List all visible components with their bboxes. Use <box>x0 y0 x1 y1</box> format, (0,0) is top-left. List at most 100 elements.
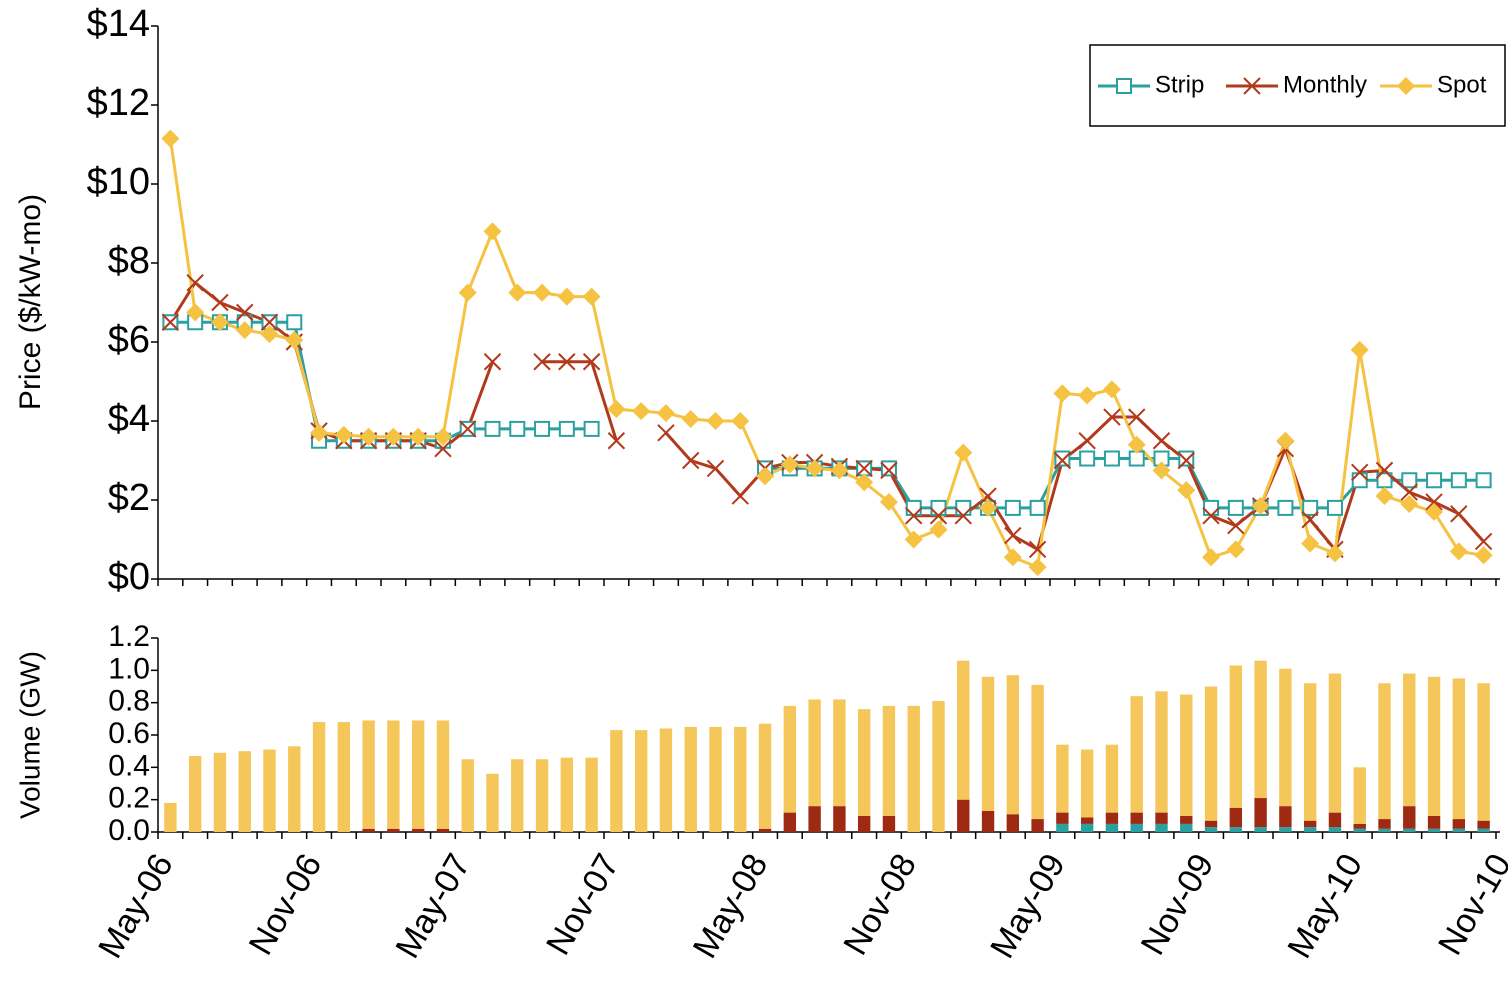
bar-segment <box>362 720 375 829</box>
marker <box>434 439 452 458</box>
bar-segment <box>436 828 450 832</box>
bar-segment <box>1403 828 1416 832</box>
bar-segment <box>1056 812 1069 824</box>
bar-segment <box>1155 823 1168 832</box>
bar-segment <box>1452 828 1466 832</box>
y-tick-label: 0.0 <box>108 814 150 847</box>
bar-segment <box>907 705 920 832</box>
bar-segment <box>709 726 722 832</box>
y-tick-label: $4 <box>108 398 150 440</box>
marker <box>1450 505 1468 523</box>
bar-segment <box>1328 812 1342 828</box>
bar-segment <box>213 752 227 832</box>
marker <box>1400 494 1419 513</box>
y-tick-label: 0.8 <box>108 685 150 718</box>
marker <box>880 460 897 477</box>
bar-segment <box>1080 817 1094 824</box>
x-tick-label: Nov-07 <box>539 847 627 961</box>
marker <box>1474 546 1493 565</box>
marker <box>334 425 353 444</box>
bar-segment <box>833 806 846 832</box>
marker <box>955 499 972 516</box>
bar-segment <box>1229 807 1243 828</box>
marker <box>558 420 575 437</box>
bar-segment <box>1080 749 1094 818</box>
bar-segment <box>1204 686 1218 821</box>
bar-segment <box>238 751 251 832</box>
marker <box>1301 511 1319 529</box>
marker <box>855 459 873 478</box>
bar-segment <box>1229 665 1243 808</box>
bar-segment <box>1378 683 1391 820</box>
marker <box>904 530 923 549</box>
marker <box>508 283 527 302</box>
marker <box>359 427 378 446</box>
bar-segment <box>387 828 400 832</box>
bar-segment <box>511 759 524 832</box>
marker <box>1243 77 1261 95</box>
bar-segment <box>981 810 995 832</box>
marker <box>285 331 304 350</box>
y-tick-label: $2 <box>108 477 150 519</box>
marker <box>1301 534 1320 553</box>
marker <box>830 461 849 480</box>
bar-segment <box>411 720 425 829</box>
bar-segment <box>1303 683 1317 821</box>
bar-segment <box>1303 820 1317 828</box>
marker <box>1202 507 1220 525</box>
x-tick-label: Nov-06 <box>242 847 330 961</box>
bar-segment <box>1279 668 1292 807</box>
bar-segment <box>1279 827 1292 832</box>
x-tick-label: May-06 <box>91 847 181 964</box>
bar-segment <box>535 759 549 832</box>
bar-segment <box>1006 675 1020 815</box>
marker <box>533 283 552 302</box>
bar-segment <box>1279 806 1292 828</box>
y-tick-label: 1.2 <box>108 620 150 653</box>
bar-segment <box>1056 744 1069 813</box>
marker <box>780 455 799 474</box>
bar-segment <box>734 726 747 832</box>
marker <box>905 499 922 516</box>
bar-segment <box>436 720 450 829</box>
bar-segment <box>783 705 797 813</box>
marker <box>1102 380 1121 399</box>
marker <box>1251 496 1270 515</box>
bar-segment <box>1452 819 1466 829</box>
bar-segment <box>1130 696 1143 813</box>
bar-segment <box>1031 684 1044 820</box>
marker <box>310 423 329 442</box>
marker <box>1326 499 1343 516</box>
bar-segment <box>1080 823 1094 832</box>
bar-segment <box>957 799 970 832</box>
marker <box>1003 548 1022 567</box>
marker <box>509 420 526 437</box>
marker <box>1401 472 1418 489</box>
marker <box>1029 499 1046 516</box>
y-tick-label: $6 <box>108 319 150 361</box>
bar-segment <box>1427 828 1441 832</box>
marker <box>582 287 601 306</box>
bar-segment <box>981 676 995 811</box>
marker <box>1202 548 1221 567</box>
marker <box>1078 432 1096 450</box>
marker <box>1127 435 1146 454</box>
bar-segment <box>659 728 673 832</box>
bar-segment <box>1477 828 1490 832</box>
bar-segment <box>1328 673 1342 813</box>
marker <box>1276 431 1295 450</box>
marker <box>1152 432 1171 450</box>
marker <box>211 293 229 312</box>
marker <box>1474 532 1493 551</box>
bar-segment <box>1254 827 1267 832</box>
marker <box>1426 472 1443 489</box>
bar-segment <box>1180 823 1193 832</box>
marker <box>260 325 279 344</box>
marker <box>161 129 180 148</box>
bar-segment <box>1056 823 1069 832</box>
bar-segment <box>1452 678 1466 820</box>
bar-segment <box>1427 676 1441 816</box>
marker <box>1078 386 1097 405</box>
bar-segment <box>263 749 276 832</box>
marker <box>286 314 303 331</box>
